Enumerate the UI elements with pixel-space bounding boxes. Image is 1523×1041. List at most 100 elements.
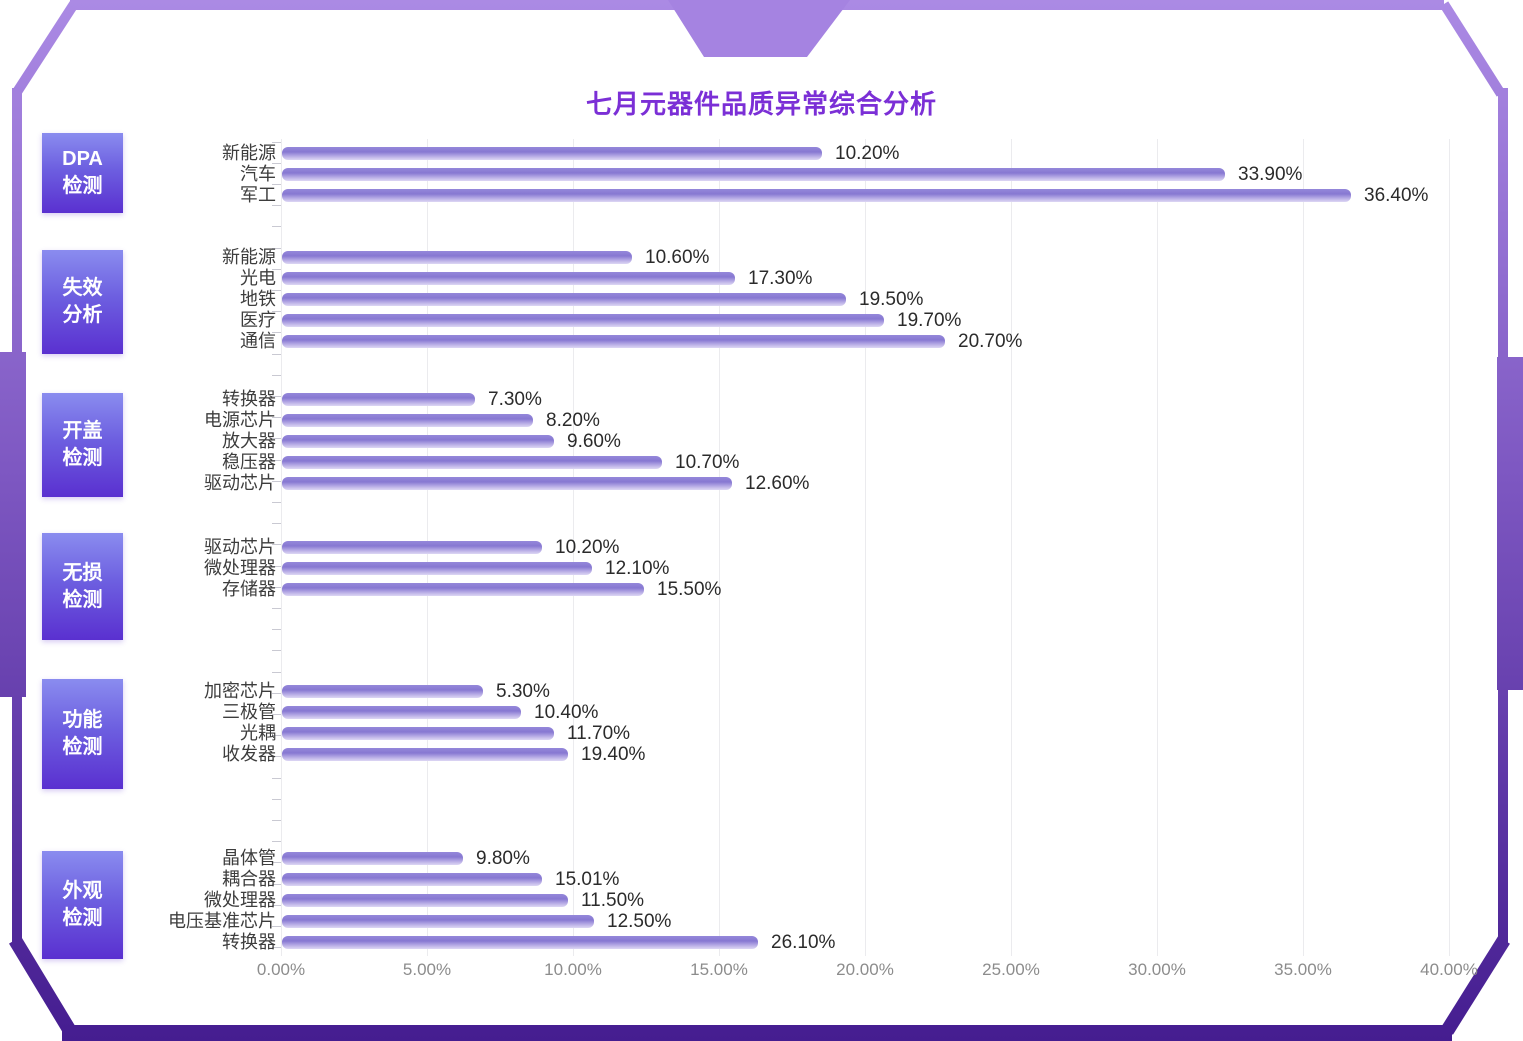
x-gridline	[1449, 139, 1450, 956]
category-label: 收发器	[222, 744, 276, 765]
value-label: 7.30%	[488, 388, 542, 410]
y-axis-tick	[272, 692, 281, 694]
category-label: 微处理器	[204, 889, 276, 910]
category-label: 新能源	[222, 246, 276, 267]
x-gridline	[719, 139, 720, 956]
group-label-line: 检测	[62, 907, 103, 929]
value-label: 5.30%	[496, 680, 550, 702]
category-label: 加密芯片	[204, 680, 276, 701]
category-label: 汽车	[240, 163, 276, 184]
y-axis-tick	[272, 883, 281, 885]
category-label: 转换器	[222, 388, 276, 409]
x-axis-tick-label: 25.00%	[982, 960, 1040, 979]
category-label: 微处理器	[204, 557, 276, 578]
group-label-box: 无损 检测	[42, 533, 123, 640]
y-axis-tick	[272, 226, 281, 228]
y-axis-tick	[272, 374, 281, 376]
group-label-line: 分析	[62, 304, 103, 326]
y-axis-tick	[272, 311, 281, 313]
y-axis-tick	[272, 332, 281, 334]
value-bar	[282, 582, 644, 596]
group-label-line: 检测	[62, 447, 103, 469]
y-axis-tick	[272, 819, 281, 821]
category-label: 新能源	[222, 142, 276, 163]
x-gridline	[573, 139, 574, 956]
value-bar	[282, 456, 662, 470]
category-label: 耦合器	[222, 868, 276, 889]
value-bar	[282, 392, 475, 406]
y-axis-tick	[272, 671, 281, 673]
group-label-box: 开盖 检测	[42, 393, 123, 497]
y-axis-tick	[272, 841, 281, 843]
category-label: 驱动芯片	[204, 473, 276, 494]
value-bar	[282, 748, 568, 762]
y-axis-tick	[272, 862, 281, 864]
category-label: 电源芯片	[204, 409, 276, 430]
value-label: 33.90%	[1238, 163, 1303, 185]
value-bar	[282, 292, 846, 306]
y-axis-tick	[272, 904, 281, 906]
value-label: 12.60%	[745, 473, 810, 495]
value-label: 17.30%	[748, 267, 813, 289]
y-axis-tick	[272, 501, 281, 503]
y-axis-tick	[272, 395, 281, 397]
value-bar	[282, 250, 632, 264]
x-axis-tick-label: 0.00%	[256, 960, 306, 979]
value-bar	[282, 705, 521, 719]
value-label: 10.40%	[534, 701, 599, 723]
category-label: 医疗	[240, 310, 276, 331]
value-bar	[282, 936, 758, 950]
value-label: 19.40%	[581, 744, 646, 766]
group-label-line: 无损	[62, 561, 103, 584]
value-bar	[282, 188, 1351, 202]
category-label: 电压基准芯片	[168, 911, 276, 932]
value-label: 15.50%	[657, 578, 722, 600]
category-label: 军工	[240, 184, 276, 205]
category-label: 三极管	[222, 701, 276, 722]
y-axis-tick	[272, 459, 281, 461]
group-label-line: 检测	[62, 736, 103, 758]
group-label-line: 开盖	[62, 420, 103, 442]
group-label-line: 外观	[62, 880, 103, 902]
x-axis-tick-label: 15.00%	[690, 960, 748, 979]
y-axis-tick	[272, 735, 281, 737]
x-axis-tick-label: 5.00%	[402, 960, 452, 979]
category-label: 转换器	[222, 932, 276, 953]
category-label: 晶体管	[222, 847, 276, 868]
group-label-line: 检测	[62, 588, 103, 611]
y-axis-tick	[272, 544, 281, 546]
x-axis-tick-label: 20.00%	[836, 960, 894, 979]
value-label: 12.10%	[605, 557, 670, 579]
y-axis-tick	[272, 756, 281, 758]
y-axis-tick	[272, 713, 281, 715]
frame-left-tab	[0, 352, 26, 697]
group-label-line: DPA	[62, 148, 103, 170]
x-gridline	[1157, 139, 1158, 956]
value-bar	[282, 561, 592, 575]
y-axis-tick	[272, 925, 281, 927]
group-label-box: 功能 检测	[42, 679, 123, 789]
value-bar	[282, 915, 594, 929]
category-label: 驱动芯片	[204, 536, 276, 557]
category-label: 光耦	[240, 722, 276, 743]
value-label: 11.70%	[567, 722, 631, 744]
value-bar	[282, 434, 554, 448]
x-axis-tick-label: 35.00%	[1274, 960, 1332, 979]
value-label: 12.50%	[607, 911, 672, 933]
value-bar	[282, 726, 554, 740]
y-axis-tick	[272, 947, 281, 949]
y-axis-tick	[272, 607, 281, 609]
group-label-box: DPA 检测	[42, 133, 123, 213]
y-axis-tick	[272, 650, 281, 652]
value-label: 10.20%	[555, 536, 620, 558]
value-bar	[282, 314, 884, 328]
y-axis-tick	[272, 289, 281, 291]
x-axis-tick-label: 10.00%	[544, 960, 602, 979]
value-bar	[282, 540, 542, 554]
frame-top-right-diagonal	[1439, 1, 1506, 97]
y-axis-tick	[272, 523, 281, 525]
y-axis-tick	[272, 247, 281, 249]
group-label-line: 功能	[62, 709, 103, 731]
value-label: 10.60%	[645, 246, 710, 268]
